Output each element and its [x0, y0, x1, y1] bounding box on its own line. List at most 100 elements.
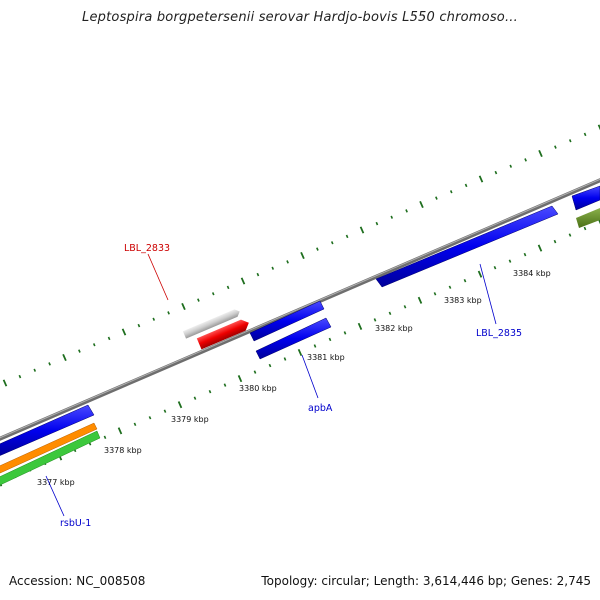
scale-tick	[0, 480, 3, 487]
label-apba-text: apbA	[308, 403, 333, 414]
gene-lbl-2835[interactable]	[375, 205, 559, 288]
scale-tick	[373, 318, 377, 322]
scale-tick	[193, 396, 197, 400]
scale-tick	[62, 353, 67, 362]
scale-tick	[508, 259, 512, 263]
scale-tick	[597, 124, 600, 131]
scale-tick	[345, 234, 349, 239]
scale-tick	[523, 252, 527, 257]
gene-blue-upper-1[interactable]	[249, 300, 325, 342]
scale-tick	[583, 226, 587, 231]
inner-tick-track	[0, 218, 600, 487]
tick-label-3378: 3378 kbp	[104, 446, 142, 455]
gene-apba[interactable]	[255, 317, 332, 360]
scale-tick	[568, 233, 572, 237]
tick-label-3381: 3381 kbp	[307, 353, 345, 362]
map-title: Leptospira borgpetersenii serovar Hardjo…	[82, 10, 518, 25]
gene-blue-right[interactable]	[571, 185, 600, 211]
tick-label-3383: 3383 kbp	[444, 296, 482, 305]
scale-tick	[357, 322, 363, 330]
label-lbl-2833-text: LBL_2833	[124, 243, 170, 254]
scale-tick	[103, 435, 107, 440]
scale-tick	[253, 370, 257, 374]
scale-tick	[2, 379, 8, 387]
scale-tick	[343, 331, 347, 335]
scale-tick	[152, 317, 156, 321]
tick-label-3380: 3380 kbp	[239, 384, 277, 393]
scale-tick	[553, 239, 557, 244]
label-rsbu-1[interactable]: rsbU-1	[45, 475, 91, 529]
gene-lbl-2833-gray[interactable]	[182, 308, 241, 339]
scale-tick	[107, 336, 111, 341]
tick-label-3382: 3382 kbp	[375, 324, 413, 333]
gene-orange-left[interactable]	[0, 422, 98, 474]
gene-olive-right[interactable]	[576, 208, 600, 228]
gene-lbl-2833-red[interactable]	[196, 317, 251, 350]
scale-tick	[237, 375, 243, 383]
genome-stats-text: Topology: circular; Length: 3,614,446 bp…	[261, 574, 591, 588]
scale-tick	[48, 362, 51, 366]
scale-labels: 3377 kbp 3378 kbp 3379 kbp 3380 kbp 3381…	[37, 269, 551, 487]
label-lbl-2835[interactable]: LBL_2835	[476, 263, 522, 339]
scale-tick	[554, 145, 557, 149]
scale-tick	[464, 183, 468, 188]
scale-tick	[390, 215, 394, 219]
outer-tick-track	[2, 124, 600, 387]
scale-tick	[33, 368, 37, 372]
scale-tick	[223, 383, 227, 387]
scale-tick	[433, 292, 437, 296]
scale-tick	[177, 401, 183, 409]
scale-tick	[405, 209, 408, 213]
scale-tick	[524, 158, 527, 162]
tick-label-3384: 3384 kbp	[513, 269, 551, 278]
label-rsbu-1-text: rsbU-1	[60, 518, 91, 529]
scale-tick	[494, 170, 498, 175]
label-lbl-2833[interactable]: LBL_2833	[124, 243, 170, 301]
label-apba[interactable]: apbA	[301, 354, 333, 414]
scale-tick	[388, 311, 392, 316]
gene-green-left[interactable]	[0, 430, 101, 486]
scale-tick	[403, 305, 407, 309]
scale-tick	[137, 323, 141, 328]
scale-tick	[211, 292, 215, 296]
scale-tick	[417, 296, 423, 304]
tick-label-3379: 3379 kbp	[171, 415, 209, 424]
scale-tick	[328, 337, 332, 342]
scale-tick	[256, 272, 260, 277]
scale-tick	[18, 374, 22, 379]
scale-tick	[478, 175, 484, 183]
chromosome-backbone	[0, 178, 600, 441]
scale-tick	[121, 328, 127, 336]
scale-tick	[268, 363, 272, 368]
scale-tick	[448, 285, 452, 289]
label-lbl-2835-text: LBL_2835	[476, 328, 522, 339]
scale-tick	[375, 221, 379, 226]
accession-text: Accession: NC_008508	[9, 574, 146, 588]
scale-tick	[583, 132, 587, 137]
scale-tick	[330, 241, 334, 245]
scale-tick	[493, 265, 497, 270]
scale-tick	[300, 251, 305, 260]
scale-tick	[163, 409, 167, 413]
scale-tick	[117, 427, 123, 435]
scale-tick	[316, 247, 319, 251]
scale-tick	[435, 196, 438, 200]
scale-tick	[463, 278, 467, 283]
scale-tick	[133, 422, 137, 427]
gene-blue-left[interactable]	[0, 404, 95, 456]
scale-tick	[240, 277, 246, 285]
scale-tick	[313, 344, 317, 348]
scale-tick	[568, 139, 572, 143]
scale-tick	[226, 285, 230, 290]
scale-tick	[419, 200, 424, 209]
scale-tick	[271, 266, 275, 270]
scale-tick	[538, 149, 543, 158]
tick-label-3377: 3377 kbp	[37, 478, 75, 487]
scale-tick	[477, 270, 483, 278]
scale-tick	[92, 343, 96, 347]
scale-tick	[181, 302, 186, 311]
scale-tick	[509, 164, 513, 168]
scale-tick	[297, 348, 303, 357]
scale-tick	[167, 311, 170, 315]
